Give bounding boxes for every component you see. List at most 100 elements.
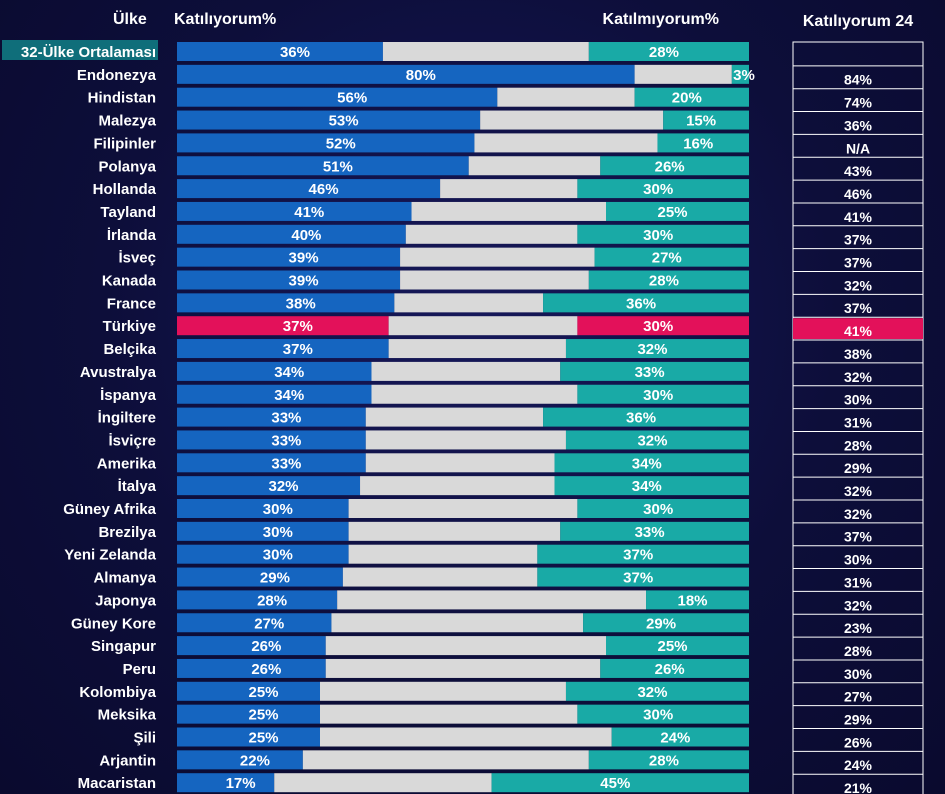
agree24-value: 37% — [844, 232, 873, 248]
disagree-value-label: 25% — [657, 204, 687, 221]
disagree-value-label: 37% — [623, 570, 653, 587]
disagree-value-label: 3% — [733, 67, 755, 84]
disagree-value-label: 30% — [643, 227, 673, 244]
country-label: Endonezya — [77, 67, 157, 84]
bar-neutral — [480, 110, 664, 130]
agree-value-label: 34% — [274, 387, 304, 404]
disagree-value-label: 28% — [649, 752, 679, 769]
agree-value-label: 27% — [254, 615, 284, 632]
agree-value-label: 53% — [329, 113, 359, 130]
agree24-value: 21% — [844, 780, 873, 794]
bar-disagree — [577, 384, 749, 404]
agree-value-label: 26% — [251, 661, 281, 678]
agree-value-label: 29% — [260, 570, 290, 587]
bar-neutral — [337, 590, 647, 610]
disagree-value-label: 26% — [655, 661, 685, 678]
bar-neutral — [371, 384, 578, 404]
bar-neutral — [371, 361, 561, 381]
agree-value-label: 32% — [269, 478, 299, 495]
disagree-value-label: 36% — [626, 295, 656, 312]
disagree-value-label: 45% — [600, 775, 630, 792]
header-country: Ülke — [113, 9, 147, 28]
bar-disagree — [537, 567, 749, 587]
disagree-value-label: 30% — [643, 387, 673, 404]
agree-value-label: 30% — [263, 524, 293, 541]
bar-disagree — [577, 224, 749, 244]
country-label: Amerika — [97, 455, 157, 472]
agree24-value: 37% — [844, 300, 873, 316]
agree24-value: 84% — [844, 72, 873, 88]
agree24-value: 31% — [844, 414, 873, 430]
agree-value-label: 28% — [257, 592, 287, 609]
disagree-value-label: 20% — [672, 90, 702, 107]
bar-agree — [177, 567, 343, 587]
country-label: Güney Kore — [71, 615, 156, 632]
agree24-value: 29% — [844, 460, 873, 476]
agree24-value: 26% — [844, 734, 873, 750]
country-label: Filipinler — [93, 135, 156, 152]
agree-value-label: 36% — [280, 44, 310, 61]
bar-neutral — [634, 64, 732, 84]
agree-value-label: 33% — [271, 432, 301, 449]
bar-neutral — [365, 453, 555, 473]
bar-agree — [177, 704, 320, 724]
bar-disagree — [537, 544, 749, 564]
agree24-value: 32% — [844, 483, 873, 499]
agree-value-label: 25% — [248, 707, 278, 724]
bar-agree — [177, 773, 275, 793]
country-label: Brezilya — [98, 524, 156, 541]
bar-agree — [177, 42, 383, 61]
agree24-value: 28% — [844, 643, 873, 659]
disagree-value-label: 29% — [646, 615, 676, 632]
agree-value-label: 22% — [240, 752, 270, 769]
disagree-value-label: 30% — [643, 707, 673, 724]
bar-disagree — [657, 133, 749, 153]
bar-disagree — [565, 339, 749, 359]
header-disagree: Katılmıyorum% — [603, 11, 719, 28]
bar-disagree — [577, 704, 749, 724]
bar-neutral — [400, 270, 589, 290]
header-agree: Katılıyorum% — [174, 11, 276, 28]
agree24-value: N/A — [846, 140, 870, 156]
disagree-value-label: 28% — [649, 44, 679, 61]
agree24-value: 31% — [844, 574, 873, 590]
bar-disagree — [600, 658, 749, 678]
bar-disagree — [560, 361, 749, 381]
country-label: Hindistan — [88, 90, 156, 107]
bar-agree — [177, 293, 395, 313]
bar-disagree — [646, 590, 749, 610]
agree-value-label: 37% — [283, 318, 313, 335]
bar-agree — [177, 64, 635, 84]
bar-neutral — [325, 636, 606, 656]
country-label: Tayland — [100, 204, 156, 221]
bar-disagree — [606, 201, 749, 221]
bar-disagree — [588, 42, 749, 61]
country-label: France — [107, 295, 156, 312]
country-label: İsviçre — [108, 432, 156, 449]
country-label: İspanya — [100, 387, 157, 404]
bar-agree — [177, 613, 332, 633]
disagree-value-label: 34% — [632, 455, 662, 472]
disagree-value-label: 26% — [655, 158, 685, 175]
bar-disagree — [594, 247, 749, 267]
agree-value-label: 80% — [406, 67, 436, 84]
agree24-value: 30% — [844, 552, 873, 568]
bar-agree — [177, 476, 361, 496]
bar-neutral — [302, 750, 589, 770]
agree24-value: 29% — [844, 712, 873, 728]
bar-disagree — [588, 750, 749, 770]
agree-value-label: 25% — [248, 684, 278, 701]
bar-neutral — [388, 316, 578, 336]
country-label: Arjantin — [99, 752, 156, 769]
bar-agree — [177, 681, 320, 701]
bar-agree — [177, 156, 469, 176]
agree-value-label: 30% — [263, 547, 293, 564]
bar-neutral — [400, 247, 595, 267]
bar-agree — [177, 727, 320, 747]
agree24-value: 23% — [844, 620, 873, 636]
country-label: Peru — [123, 661, 156, 678]
bar-disagree — [611, 727, 749, 747]
country-label: Hollanda — [93, 181, 157, 198]
bar-disagree — [543, 407, 749, 427]
agree24-value: 43% — [844, 163, 873, 179]
